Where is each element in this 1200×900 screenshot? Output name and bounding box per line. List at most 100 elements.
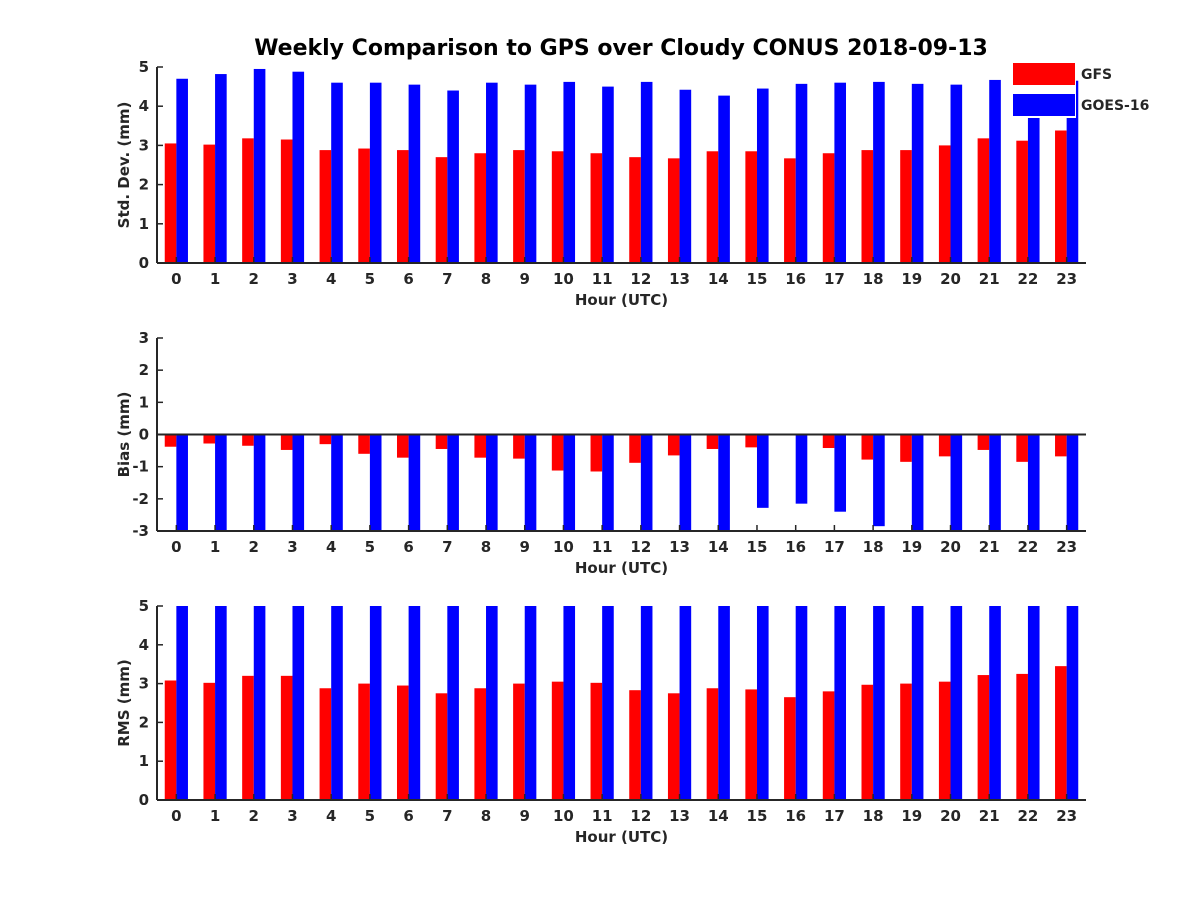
bar-goes-16-5 (369, 606, 382, 800)
xtick-label: 5 (365, 807, 375, 825)
xtick-label: 17 (824, 807, 845, 825)
bar-goes-16-10 (563, 81, 576, 263)
xtick-label: 3 (287, 807, 297, 825)
ytick-label: 0 (139, 254, 149, 272)
xtick-label: 23 (1056, 807, 1077, 825)
bar-goes-16-3 (292, 71, 305, 263)
bar-goes-16-9 (524, 434, 537, 531)
ytick-label: 1 (139, 393, 149, 411)
ytick-label: 1 (139, 215, 149, 233)
bar-gfs-11 (590, 682, 603, 800)
bar-gfs-2 (242, 675, 254, 800)
bar-goes-16-2 (253, 606, 266, 800)
x-axis-label: Hour (UTC) (575, 291, 668, 309)
bar-goes-16-19 (911, 434, 924, 531)
ytick-label: 4 (139, 97, 149, 115)
bar-gfs-9 (513, 683, 525, 800)
bar-gfs-19 (900, 683, 912, 800)
bar-goes-16-14 (718, 95, 730, 263)
bar-gfs-6 (396, 150, 409, 263)
xtick-label: 13 (669, 807, 690, 825)
bar-goes-16-21 (989, 434, 1001, 531)
ytick-label: 2 (139, 176, 149, 194)
xtick-label: 10 (553, 807, 574, 825)
bar-goes-16-0 (176, 78, 188, 263)
xtick-label: 22 (1018, 807, 1039, 825)
xtick-label: 6 (403, 538, 413, 556)
bar-goes-16-8 (486, 82, 498, 264)
xtick-label: 12 (630, 270, 651, 288)
bar-goes-16-5 (369, 434, 382, 531)
bar-goes-16-0 (176, 606, 188, 800)
bar-goes-16-8 (486, 434, 498, 531)
xtick-label: 22 (1018, 538, 1039, 556)
bar-gfs-11 (590, 434, 603, 472)
bar-goes-16-7 (447, 434, 459, 531)
y-axis-label: RMS (mm) (115, 659, 133, 746)
bar-goes-16-18 (873, 434, 885, 527)
bar-gfs-21 (977, 434, 990, 450)
xtick-label: 17 (824, 270, 845, 288)
ytick-label: 5 (139, 597, 149, 615)
xtick-label: 1 (210, 807, 220, 825)
bar-gfs-5 (358, 434, 370, 454)
xtick-label: 9 (520, 807, 530, 825)
xtick-label: 7 (442, 270, 452, 288)
bar-gfs-5 (358, 148, 370, 263)
xtick-label: 17 (824, 538, 845, 556)
bar-goes-16-23 (1066, 80, 1079, 263)
bar-gfs-18 (861, 684, 874, 800)
xtick-label: 4 (326, 807, 336, 825)
ytick-label: 2 (139, 713, 149, 731)
bar-goes-16-11 (602, 86, 614, 263)
bar-gfs-16 (784, 158, 796, 263)
xtick-label: 15 (747, 807, 768, 825)
bar-goes-16-1 (215, 606, 227, 800)
xtick-label: 18 (863, 538, 884, 556)
bar-gfs-12 (629, 690, 641, 800)
bar-gfs-8 (474, 153, 487, 263)
bar-gfs-8 (474, 688, 487, 800)
bar-gfs-3 (280, 139, 293, 263)
ytick-label: 1 (139, 752, 149, 770)
bar-gfs-14 (706, 151, 719, 263)
xtick-label: 4 (326, 538, 336, 556)
x-axis-label: Hour (UTC) (575, 559, 668, 577)
xtick-label: 0 (171, 270, 181, 288)
bar-goes-16-9 (524, 606, 537, 800)
bar-gfs-21 (977, 138, 990, 263)
bar-goes-16-17 (834, 606, 847, 800)
bar-gfs-9 (513, 434, 525, 459)
bar-gfs-23 (1055, 434, 1067, 457)
bar-goes-16-18 (873, 81, 885, 263)
bar-gfs-8 (474, 434, 487, 458)
bar-gfs-18 (861, 150, 874, 263)
bar-gfs-2 (242, 138, 254, 263)
y-axis-label: Std. Dev. (mm) (115, 102, 133, 229)
bar-gfs-17 (822, 434, 835, 449)
bar-goes-16-3 (292, 434, 305, 531)
bar-goes-16-7 (447, 90, 459, 264)
bar-goes-16-19 (911, 606, 924, 800)
xtick-label: 15 (747, 538, 768, 556)
xtick-label: 14 (708, 270, 729, 288)
bar-goes-16-17 (834, 82, 847, 264)
xtick-label: 11 (592, 270, 613, 288)
bar-gfs-4 (319, 688, 332, 800)
xtick-label: 20 (940, 807, 961, 825)
legend: GFS GOES-16 (1013, 62, 1149, 118)
bar-gfs-15 (745, 434, 757, 448)
xtick-label: 16 (785, 538, 806, 556)
xtick-label: 21 (979, 807, 1000, 825)
bar-gfs-17 (822, 691, 835, 800)
bar-gfs-10 (551, 681, 564, 800)
xtick-label: 0 (171, 807, 181, 825)
bar-gfs-0 (164, 143, 177, 263)
xtick-label: 12 (630, 807, 651, 825)
bar-gfs-20 (938, 681, 951, 800)
bar-gfs-19 (900, 150, 912, 263)
